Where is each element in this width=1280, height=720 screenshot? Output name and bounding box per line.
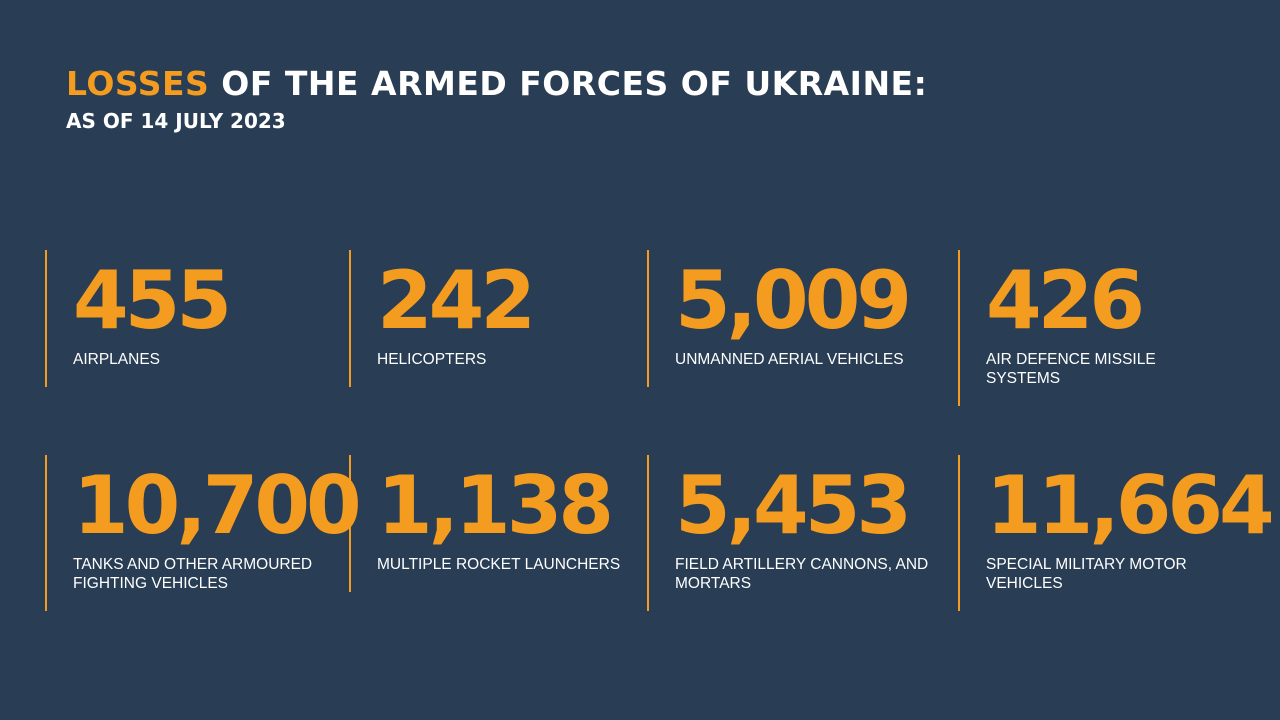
stat-card: 11,664 SPECIAL MILITARY MOTOR VEHICLES <box>958 455 1275 611</box>
stat-card: 5,009 UNMANNED AERIAL VEHICLES <box>647 250 937 387</box>
stat-value: 1,138 <box>377 459 614 552</box>
stat-card: 10,700 TANKS AND OTHER ARMOURED FIGHTING … <box>45 455 362 611</box>
stat-card: 242 HELICOPTERS <box>349 250 647 387</box>
title-highlight: LOSSES <box>66 64 210 103</box>
stat-value: 242 <box>377 254 536 347</box>
stat-label: AIR DEFENCE MISSILE SYSTEMS <box>986 351 1156 387</box>
stat-label: MULTIPLE ROCKET LAUNCHERS <box>377 556 621 573</box>
stat-label: HELICOPTERS <box>377 351 487 368</box>
stat-card: 5,453 FIELD ARTILLERY CANNONS, AND MORTAR… <box>647 455 937 611</box>
stat-label: FIELD ARTILLERY CANNONS, AND MORTARS <box>675 556 929 592</box>
title: LOSSES OF THE ARMED FORCES OF UKRAINE: <box>66 64 927 103</box>
stat-card: 455 AIRPLANES <box>45 250 335 387</box>
stat-label: SPECIAL MILITARY MOTOR VEHICLES <box>986 556 1187 592</box>
stat-value: 426 <box>986 254 1145 347</box>
stat-value: 11,664 <box>986 459 1275 552</box>
stat-label: AIRPLANES <box>73 351 161 368</box>
stat-card: 1,138 MULTIPLE ROCKET LAUNCHERS <box>349 455 647 592</box>
stat-value: 10,700 <box>73 459 362 552</box>
stat-value: 5,009 <box>675 254 912 347</box>
stat-label: UNMANNED AERIAL VEHICLES <box>675 351 904 368</box>
stat-value: 455 <box>73 254 232 347</box>
subtitle: AS OF 14 JULY 2023 <box>66 109 286 133</box>
stat-value: 5,453 <box>675 459 912 552</box>
stat-card: 426 AIR DEFENCE MISSILE SYSTEMS <box>958 250 1204 406</box>
title-rest: OF THE ARMED FORCES OF UKRAINE: <box>221 64 928 103</box>
stat-label: TANKS AND OTHER ARMOURED FIGHTING VEHICL… <box>73 556 313 592</box>
